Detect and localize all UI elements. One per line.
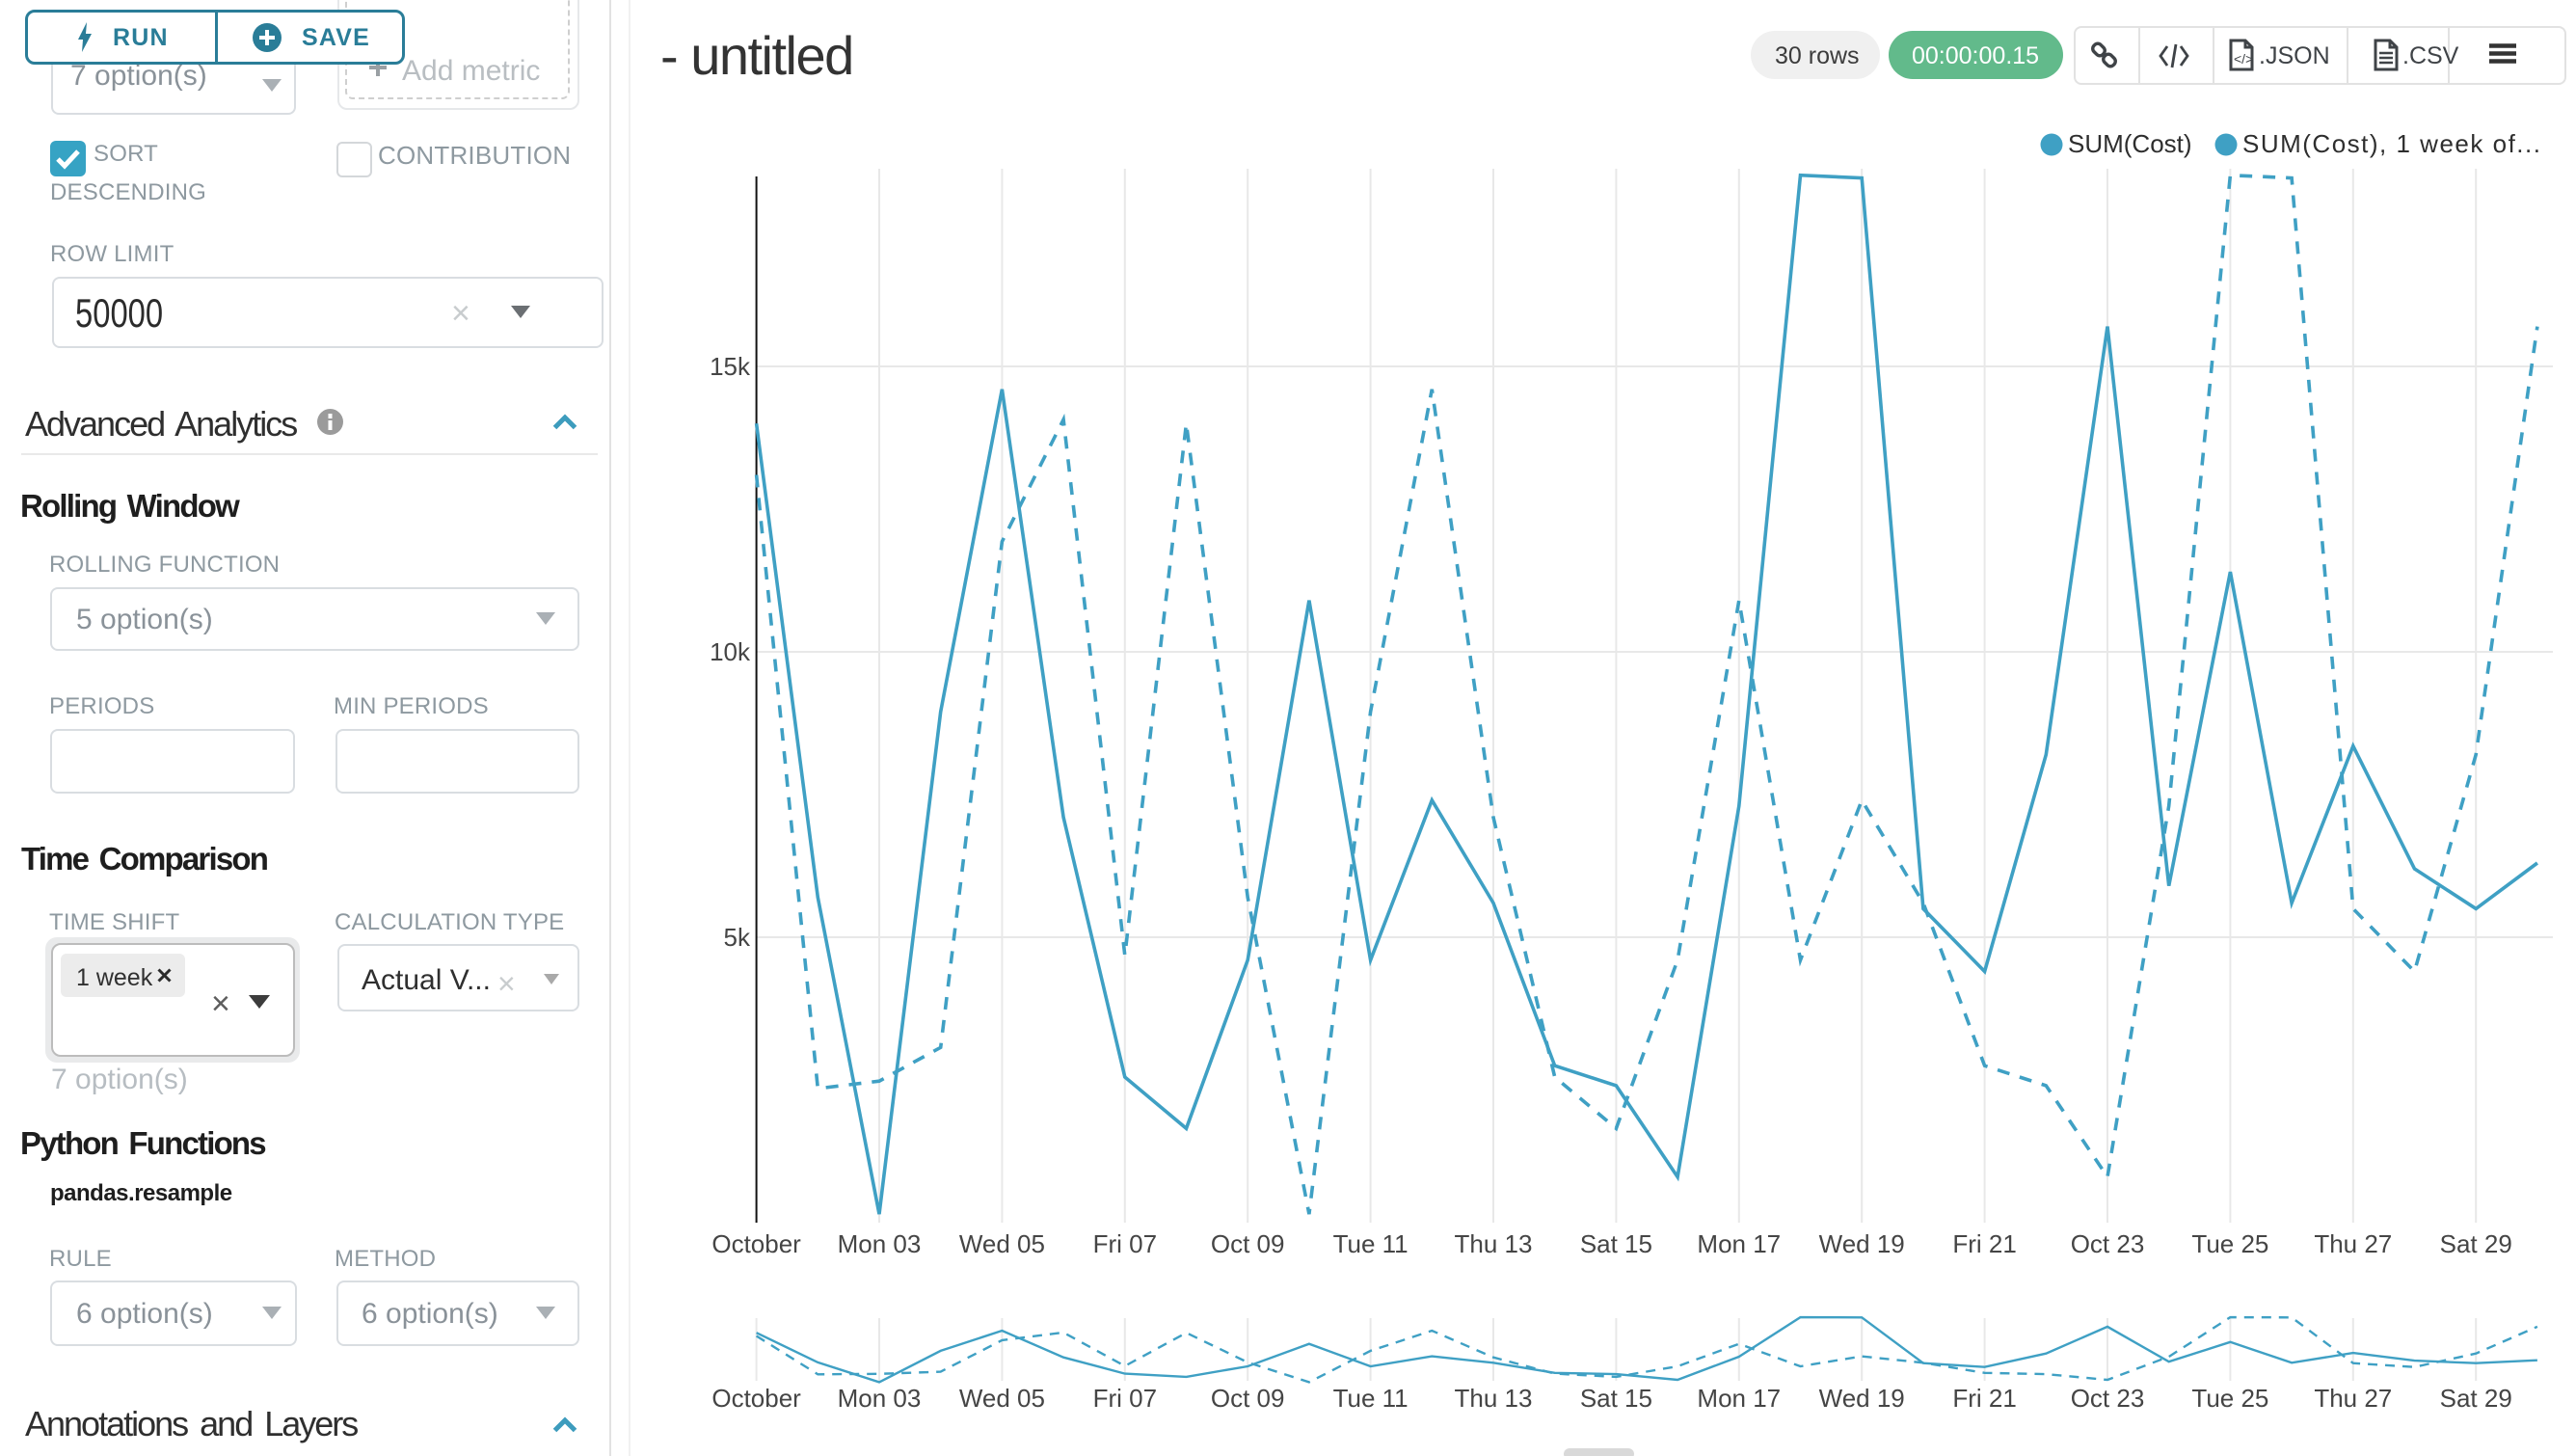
svg-text:Mon 17: Mon 17 — [1697, 1384, 1781, 1413]
svg-text:Thu 27: Thu 27 — [2314, 1229, 2392, 1258]
svg-text:5k: 5k — [724, 923, 751, 952]
svg-text:SUM(Cost), 1 week of...: SUM(Cost), 1 week of... — [2242, 129, 2541, 158]
svg-text:Sat 15: Sat 15 — [1580, 1229, 1652, 1258]
svg-text:10k: 10k — [710, 637, 751, 666]
svg-text:Wed 05: Wed 05 — [959, 1229, 1045, 1258]
svg-text:Oct 23: Oct 23 — [2071, 1384, 2145, 1413]
svg-text:October: October — [711, 1229, 801, 1258]
svg-text:Thu 13: Thu 13 — [1455, 1384, 1533, 1413]
svg-text:Fri 21: Fri 21 — [1952, 1229, 2016, 1258]
svg-text:Fri 07: Fri 07 — [1093, 1384, 1157, 1413]
svg-text:Oct 23: Oct 23 — [2071, 1229, 2145, 1258]
svg-text:October: October — [711, 1384, 801, 1413]
svg-text:Tue 11: Tue 11 — [1333, 1384, 1409, 1413]
svg-text:Fri 07: Fri 07 — [1093, 1229, 1157, 1258]
svg-text:Tue 25: Tue 25 — [2191, 1384, 2268, 1413]
svg-text:Oct 09: Oct 09 — [1211, 1229, 1285, 1258]
svg-text:Thu 13: Thu 13 — [1455, 1229, 1533, 1258]
svg-text:Tue 25: Tue 25 — [2191, 1229, 2268, 1258]
svg-text:Fri 21: Fri 21 — [1952, 1384, 2016, 1413]
svg-text:Wed 19: Wed 19 — [1819, 1384, 1905, 1413]
svg-text:Sat 29: Sat 29 — [2440, 1229, 2512, 1258]
svg-text:Mon 17: Mon 17 — [1697, 1229, 1781, 1258]
svg-text:Oct 09: Oct 09 — [1211, 1384, 1285, 1413]
svg-text:Mon 03: Mon 03 — [838, 1229, 922, 1258]
svg-text:Sat 29: Sat 29 — [2440, 1384, 2512, 1413]
svg-text:Thu 27: Thu 27 — [2314, 1384, 2392, 1413]
svg-text:Mon 03: Mon 03 — [838, 1384, 922, 1413]
svg-text:Wed 19: Wed 19 — [1819, 1229, 1905, 1258]
svg-text:Sat 15: Sat 15 — [1580, 1384, 1652, 1413]
svg-text:Tue 11: Tue 11 — [1333, 1229, 1409, 1258]
svg-text:Wed 05: Wed 05 — [959, 1384, 1045, 1413]
svg-text:SUM(Cost): SUM(Cost) — [2068, 129, 2192, 158]
svg-text:</>: </> — [2234, 51, 2253, 67]
svg-text:15k: 15k — [710, 352, 751, 381]
